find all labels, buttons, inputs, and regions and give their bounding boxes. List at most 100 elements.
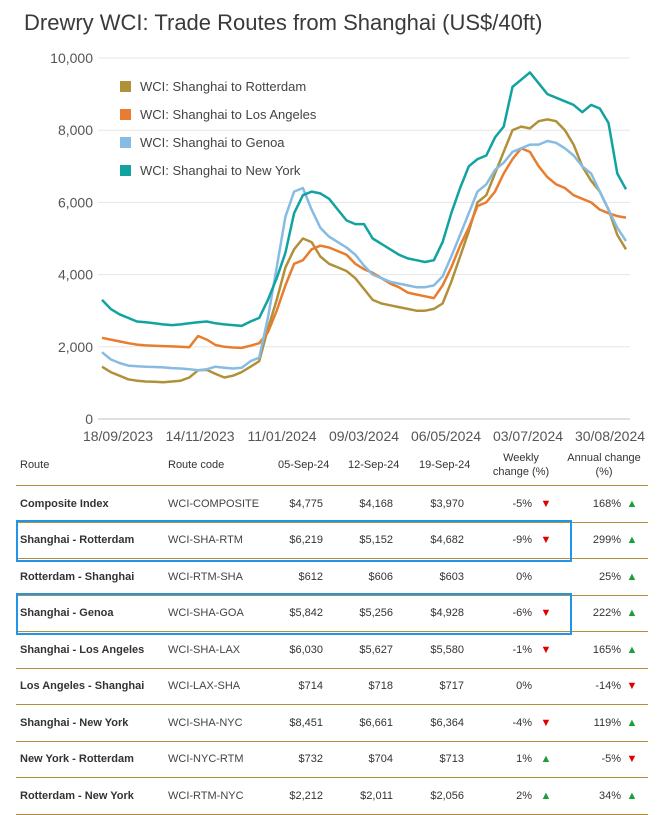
weekly-change-icon — [539, 559, 553, 595]
route-name: Composite Index — [20, 497, 109, 510]
annual-change-icon: ▲ — [626, 570, 638, 583]
chart-title: Drewry WCI: Trade Routes from Shanghai (… — [24, 10, 543, 35]
route-code: WCI-RTM-NYC — [168, 789, 244, 802]
weekly-change-icon — [539, 669, 553, 705]
header-route-code: Route code — [168, 458, 225, 471]
table-row: New York - Rotterdam WCI-NYC-RTM $732 $704 $… — [16, 742, 648, 778]
legend-swatch — [120, 80, 131, 92]
rate-12-sep: $5,256 — [359, 607, 393, 620]
rate-19-sep: $4,928 — [430, 607, 464, 620]
x-tick-label: 30/08/2024 — [575, 428, 645, 444]
rate-12-sep: $6,661 — [359, 716, 393, 729]
legend-label: WCI: Shanghai to Los Angeles — [140, 106, 317, 122]
annual-change: 25% — [598, 570, 621, 583]
weekly-change-icon: ▼ — [540, 643, 552, 656]
annual-change-icon: ▲ — [626, 716, 638, 729]
route-name: Shanghai - Genoa — [20, 607, 114, 620]
annual-change-icon: ▲ — [626, 497, 638, 510]
weekly-change: -5% — [512, 497, 532, 510]
rates-table: Route Route code 05-Sep-24 12-Sep-24 19-… — [16, 444, 648, 815]
header-date-2: 12-Sep-24 — [348, 458, 400, 471]
weekly-change-icon: ▲ — [540, 753, 552, 766]
y-tick-label: 4,000 — [58, 267, 93, 283]
weekly-change-icon: ▼ — [540, 534, 552, 547]
route-name: Shanghai - Rotterdam — [20, 534, 135, 547]
line-chart: 0 2,000 4,000 6,000 8,000 10,000 18/09/2023 14/… — [50, 50, 645, 444]
legend-item: WCI: Shanghai to Rotterdam — [120, 78, 306, 94]
rate-05-sep: $6,219 — [289, 534, 323, 547]
rate-12-sep: $2,011 — [360, 789, 393, 802]
y-tick-label: 8,000 — [58, 122, 93, 138]
table-row: Shanghai - Los Angeles WCI-SHA-LAX $6,030 $… — [16, 632, 648, 669]
weekly-change: -6% — [512, 607, 532, 620]
weekly-change: 0% — [516, 680, 532, 693]
route-name: New York - Rotterdam — [20, 753, 134, 766]
annual-change: -5% — [601, 753, 621, 766]
legend-label: WCI: Shanghai to Rotterdam — [140, 78, 307, 94]
route-code: WCI-SHA-NYC — [168, 716, 243, 729]
rate-05-sep: $612 — [298, 570, 323, 583]
annual-change: 165% — [592, 643, 621, 656]
route-code: WCI-RTM-SHA — [168, 570, 243, 583]
legend-swatch — [120, 136, 131, 148]
table-row: Shanghai - Genoa WCI-SHA-GOA $5,842 $5,256 $… — [16, 596, 648, 632]
rate-12-sep: $606 — [368, 570, 393, 583]
rate-05-sep: $2,212 — [289, 789, 323, 802]
rate-19-sep: $717 — [439, 680, 464, 693]
annual-change: 168% — [592, 497, 621, 510]
route-name: Rotterdam - New York — [20, 789, 134, 802]
rate-19-sep: $5,580 — [430, 643, 464, 656]
route-code: WCI-SHA-RTM — [168, 534, 243, 547]
table-body: Composite Index WCI-COMPOSITE $4,775 $4,168… — [16, 486, 648, 815]
header-annual-change: Annual change (%) — [567, 451, 641, 478]
route-name: Los Angeles - Shanghai — [20, 680, 145, 693]
table-row: Shanghai - New York WCI-SHA-NYC $8,451 $6,6… — [16, 705, 648, 742]
annual-change-icon: ▼ — [626, 680, 638, 693]
weekly-change: -1% — [512, 643, 532, 656]
table-row: Rotterdam - New York WCI-RTM-NYC $2,212 $2,… — [16, 778, 648, 815]
y-tick-label: 2,000 — [58, 339, 93, 355]
series-line-4 — [101, 71, 628, 328]
route-code: WCI-LAX-SHA — [168, 680, 241, 693]
table-row: Rotterdam - Shanghai WCI-RTM-SHA $612 $606 $… — [16, 559, 648, 596]
route-code: WCI-SHA-GOA — [168, 607, 244, 620]
rate-05-sep: $6,030 — [289, 643, 323, 656]
route-name: Shanghai - Los Angeles — [20, 643, 145, 656]
rate-19-sep: $6,364 — [430, 716, 464, 729]
y-tick-label: 10,000 — [50, 50, 93, 66]
route-code: WCI-NYC-RTM — [168, 753, 244, 766]
rate-05-sep: $8,451 — [289, 716, 323, 729]
annual-change-icon: ▲ — [626, 643, 638, 656]
y-tick-label: 0 — [85, 411, 93, 427]
legend-swatch — [120, 108, 131, 120]
x-tick-label: 06/05/2024 — [411, 428, 481, 444]
weekly-change: 0% — [516, 570, 532, 583]
weekly-change: -4% — [512, 716, 532, 729]
rate-05-sep: $732 — [298, 753, 323, 766]
rate-12-sep: $704 — [368, 753, 393, 766]
legend-item: WCI: Shanghai to Los Angeles — [120, 106, 316, 122]
header-weekly-change: Weekly change (%) — [492, 451, 550, 478]
rate-19-sep: $3,970 — [430, 497, 464, 510]
legend-label: WCI: Shanghai to New York — [140, 162, 301, 178]
legend-swatch — [120, 164, 131, 176]
weekly-change-icon: ▼ — [540, 607, 552, 620]
y-tick-label: 6,000 — [58, 194, 93, 210]
table-row: Los Angeles - Shanghai WCI-LAX-SHA $714 $71… — [16, 669, 648, 705]
legend-item: WCI: Shanghai to Genoa — [120, 134, 285, 150]
x-tick-label: 18/09/2023 — [83, 428, 153, 444]
series-line-1 — [101, 118, 628, 384]
weekly-change-icon: ▼ — [540, 716, 552, 729]
rate-19-sep: $603 — [439, 570, 464, 583]
legend-label: WCI: Shanghai to Genoa — [140, 134, 285, 150]
annual-change: 222% — [592, 607, 621, 620]
rate-19-sep: $2,056 — [430, 789, 464, 802]
weekly-change: 2% — [516, 789, 532, 802]
table-row: Shanghai - Rotterdam WCI-SHA-RTM $6,219 $5,… — [16, 523, 648, 559]
annual-change-icon: ▲ — [626, 534, 638, 547]
annual-change-icon: ▲ — [626, 789, 638, 802]
rate-12-sep: $4,168 — [359, 497, 393, 510]
annual-change: 34% — [598, 789, 621, 802]
header-date-1: 05-Sep-24 — [278, 458, 330, 471]
rate-05-sep: $5,842 — [289, 607, 323, 620]
